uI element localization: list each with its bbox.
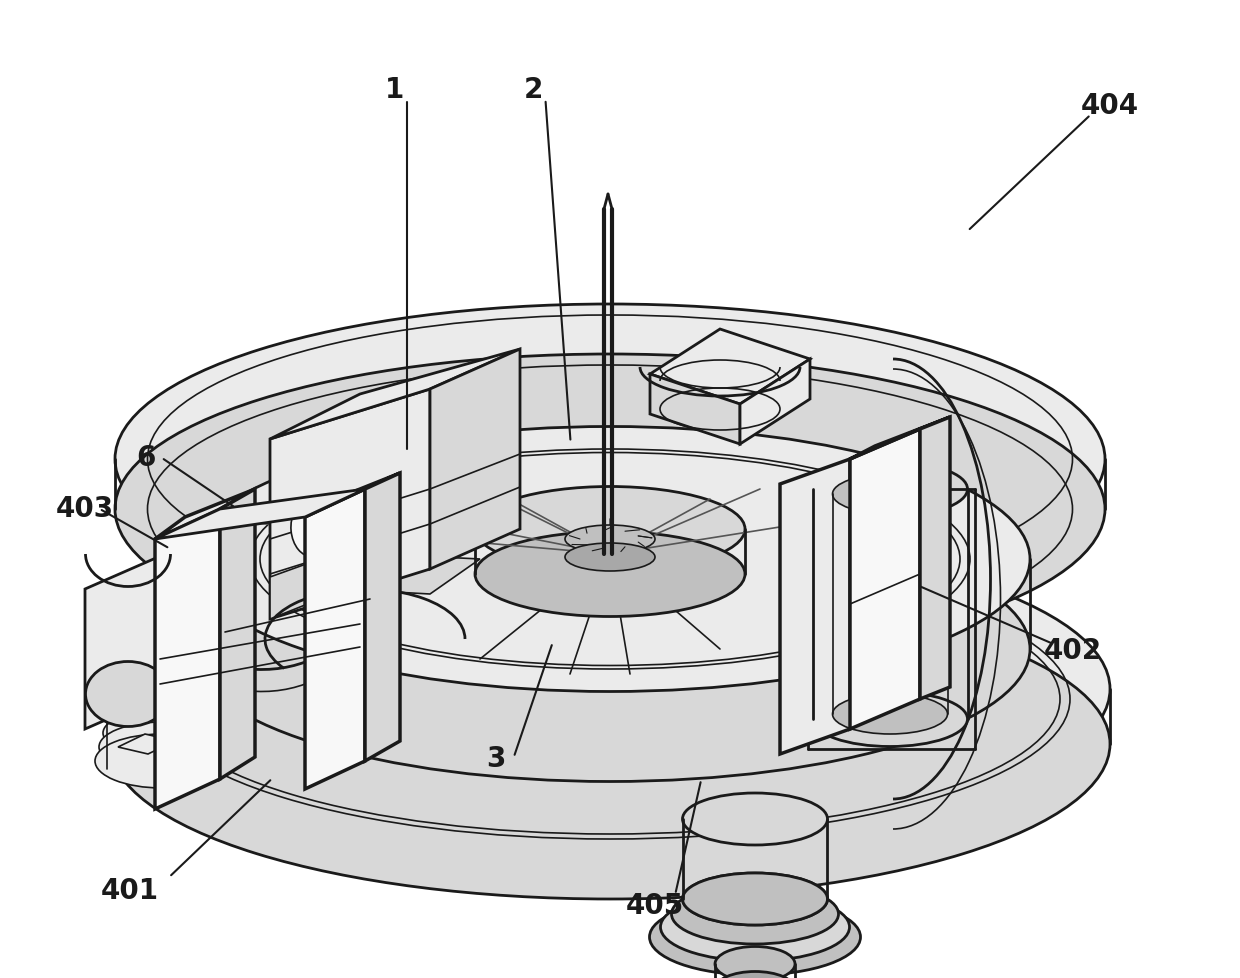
Ellipse shape — [672, 884, 838, 944]
Ellipse shape — [291, 502, 329, 556]
Text: 2: 2 — [523, 76, 543, 104]
Ellipse shape — [99, 723, 224, 773]
Polygon shape — [305, 473, 401, 517]
Ellipse shape — [565, 544, 655, 571]
Ellipse shape — [95, 734, 229, 788]
Ellipse shape — [190, 517, 1030, 781]
Polygon shape — [340, 555, 480, 595]
Text: 402: 402 — [1044, 637, 1101, 664]
Polygon shape — [270, 559, 320, 619]
Ellipse shape — [832, 474, 947, 514]
Ellipse shape — [86, 662, 171, 727]
Text: 3: 3 — [486, 744, 506, 772]
Ellipse shape — [110, 534, 1110, 844]
Ellipse shape — [103, 710, 221, 756]
Ellipse shape — [682, 793, 827, 845]
Polygon shape — [780, 460, 849, 754]
Ellipse shape — [475, 487, 745, 572]
Ellipse shape — [715, 971, 795, 978]
Text: 6: 6 — [136, 444, 156, 471]
Text: 404: 404 — [1081, 92, 1138, 119]
Polygon shape — [155, 510, 219, 809]
Ellipse shape — [832, 694, 947, 734]
Polygon shape — [849, 418, 950, 460]
Polygon shape — [650, 375, 740, 445]
Polygon shape — [86, 555, 165, 730]
Text: 403: 403 — [56, 495, 113, 522]
Ellipse shape — [190, 427, 1030, 691]
Polygon shape — [155, 490, 365, 540]
Polygon shape — [740, 360, 810, 445]
Ellipse shape — [475, 532, 745, 617]
Polygon shape — [270, 389, 430, 619]
Ellipse shape — [812, 691, 967, 747]
Ellipse shape — [682, 873, 827, 925]
Text: 405: 405 — [626, 891, 683, 918]
Ellipse shape — [682, 873, 827, 925]
Ellipse shape — [812, 462, 967, 517]
Polygon shape — [430, 350, 520, 569]
Text: 401: 401 — [102, 876, 159, 904]
Ellipse shape — [661, 893, 849, 961]
Polygon shape — [365, 473, 401, 761]
Polygon shape — [305, 490, 365, 789]
Ellipse shape — [110, 590, 1110, 899]
Ellipse shape — [565, 525, 655, 554]
Text: 1: 1 — [384, 76, 404, 104]
Polygon shape — [650, 330, 810, 405]
Polygon shape — [270, 350, 520, 439]
Ellipse shape — [115, 305, 1105, 614]
Polygon shape — [849, 429, 920, 730]
Polygon shape — [155, 490, 255, 540]
Polygon shape — [219, 490, 255, 779]
Ellipse shape — [715, 947, 795, 978]
Ellipse shape — [107, 698, 217, 740]
Polygon shape — [118, 734, 175, 754]
Ellipse shape — [650, 899, 861, 975]
Polygon shape — [920, 418, 950, 699]
Ellipse shape — [115, 355, 1105, 664]
